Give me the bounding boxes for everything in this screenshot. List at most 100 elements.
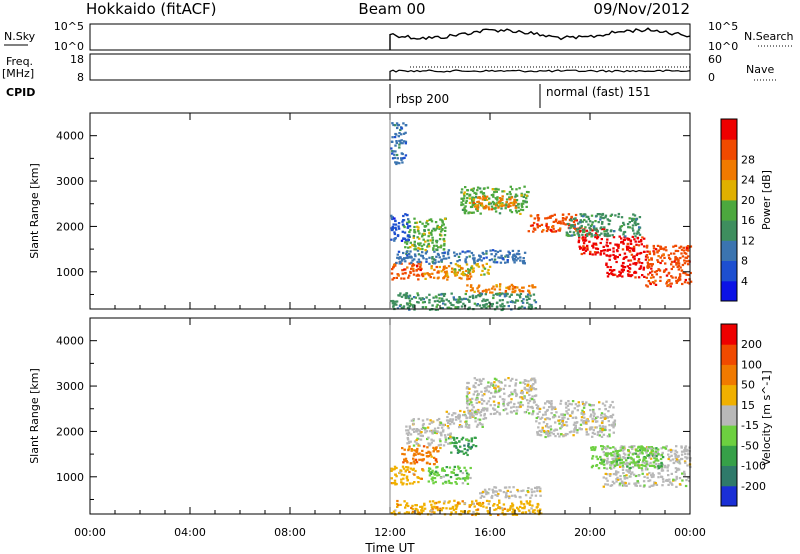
range-cell	[632, 473, 636, 476]
range-cell	[613, 482, 616, 485]
range-cell	[674, 454, 678, 457]
range-cell	[454, 263, 458, 266]
range-cell	[606, 445, 609, 448]
range-cell	[412, 270, 415, 273]
range-cell	[391, 268, 394, 271]
range-cell	[631, 453, 635, 456]
range-cell	[639, 251, 643, 255]
range-cell	[458, 264, 461, 268]
range-cell	[443, 500, 446, 503]
range-cell	[428, 500, 432, 503]
range-cell	[643, 250, 646, 253]
range-cell	[576, 409, 579, 412]
range-cell	[570, 403, 573, 406]
range-cell	[595, 416, 598, 419]
range-cell	[637, 481, 640, 484]
range-cell	[408, 302, 411, 305]
range-cell	[442, 248, 446, 251]
range-cell	[525, 388, 528, 391]
range-cell	[447, 256, 451, 259]
range-cell	[439, 246, 443, 249]
range-cell	[485, 306, 488, 309]
range-cell	[519, 212, 522, 215]
range-cell	[678, 462, 682, 465]
range-cell	[405, 242, 409, 245]
range-cell	[586, 244, 589, 247]
range-cell	[415, 442, 418, 445]
range-cell	[421, 251, 424, 254]
range-cell	[427, 442, 430, 445]
range-cell	[499, 283, 502, 286]
range-cell	[417, 433, 420, 436]
range-cell	[670, 454, 673, 457]
range-cell	[618, 449, 621, 452]
range-cell	[475, 499, 478, 502]
range-cell	[439, 446, 442, 450]
range-cell	[545, 224, 548, 227]
range-cell	[567, 234, 570, 237]
range-cell	[564, 403, 568, 406]
range-cell	[392, 265, 395, 268]
range-cell	[465, 274, 468, 277]
range-cell	[393, 136, 397, 139]
range-cell	[392, 300, 395, 303]
range-cell	[525, 295, 528, 298]
range-cell	[438, 226, 441, 229]
range-cell	[653, 253, 656, 256]
range-cell	[594, 242, 598, 245]
range-cell	[610, 229, 613, 232]
range-cell	[438, 227, 441, 230]
range-cell	[677, 262, 681, 265]
range-cell	[509, 204, 512, 207]
range-cell	[534, 307, 537, 310]
range-cell	[643, 456, 646, 459]
range-cell	[435, 241, 438, 244]
range-cell	[655, 454, 658, 457]
range-cell	[623, 252, 627, 255]
range-cell	[569, 226, 573, 229]
range-cell	[614, 214, 617, 217]
range-cell	[645, 276, 648, 279]
range-cell	[560, 425, 563, 429]
colorbar-tick-label: -200	[741, 480, 766, 493]
range-cell	[478, 255, 482, 258]
range-cell	[533, 400, 536, 403]
range-cell	[480, 390, 483, 393]
range-cell	[466, 438, 469, 441]
range-cell	[592, 225, 596, 228]
range-cell	[511, 300, 514, 303]
range-cell	[438, 500, 441, 503]
range-cell	[591, 253, 594, 256]
range-cell	[462, 270, 465, 274]
range-cell	[461, 471, 465, 475]
range-cell	[447, 412, 451, 415]
range-cell	[530, 388, 533, 391]
range-cell	[444, 226, 447, 229]
range-cell	[604, 483, 607, 486]
range-cell	[484, 407, 487, 411]
range-cell	[567, 400, 570, 403]
range-cell	[620, 225, 624, 228]
freq-panel: Freq. [MHz] 18 8 60 0 Nave	[2, 53, 776, 84]
range-cell	[403, 453, 406, 456]
range-cell	[511, 504, 515, 507]
range-cell	[555, 218, 558, 221]
range-cell	[414, 458, 418, 461]
range-cell	[485, 506, 488, 509]
range-cell	[633, 262, 637, 265]
range-cell	[506, 193, 509, 196]
y-tick-label: 1000	[56, 266, 84, 279]
range-cell	[627, 274, 630, 277]
range-cell	[474, 195, 478, 198]
colorbar-segment	[721, 280, 737, 302]
range-cell	[593, 432, 596, 435]
range-cell	[518, 187, 521, 190]
range-cell	[464, 292, 467, 296]
range-cell	[659, 261, 662, 265]
range-cell	[629, 461, 632, 464]
range-cell	[686, 456, 689, 459]
range-cell	[662, 253, 665, 256]
range-cell	[651, 281, 655, 284]
range-cell	[508, 295, 511, 298]
range-cell	[652, 250, 655, 253]
